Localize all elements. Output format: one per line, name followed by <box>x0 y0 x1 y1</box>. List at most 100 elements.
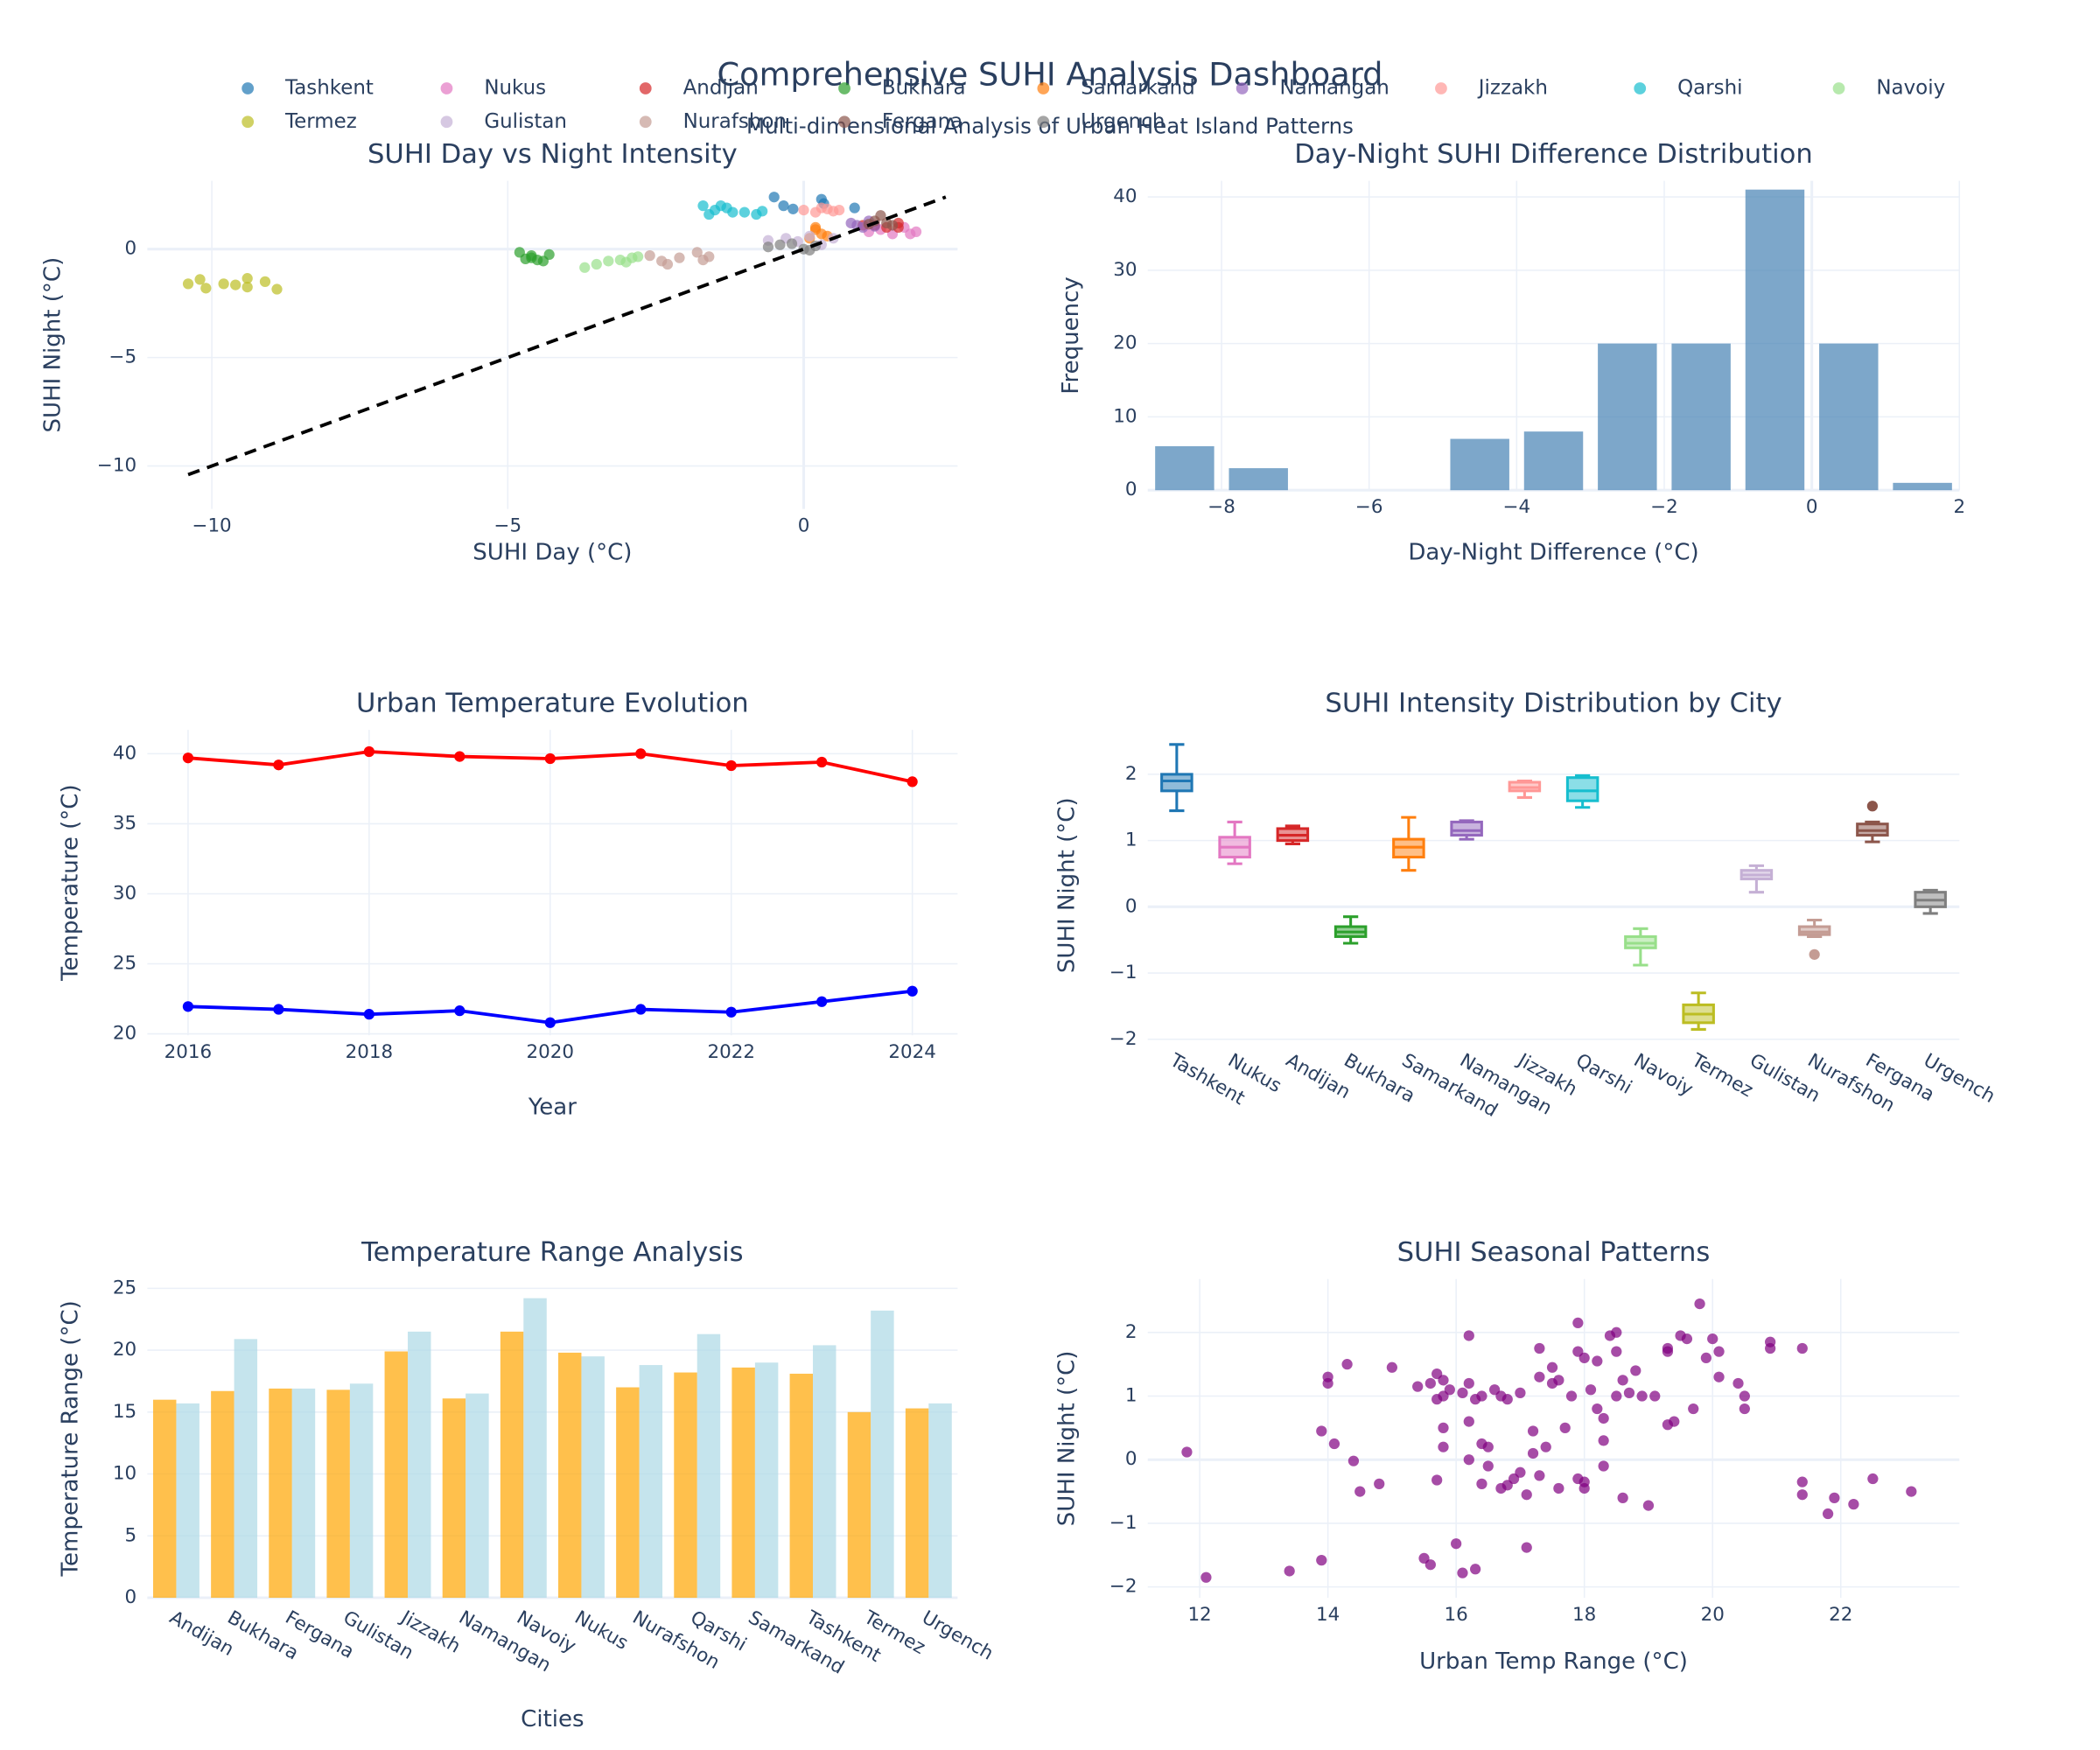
point <box>1476 1478 1488 1489</box>
legend-label: Navoiy <box>1876 77 1945 100</box>
point <box>200 283 212 294</box>
point <box>1739 1403 1750 1415</box>
point <box>1707 1333 1718 1345</box>
x-tick-label: −6 <box>1355 496 1383 518</box>
bar <box>500 1331 524 1599</box>
point <box>1482 1441 1494 1452</box>
bar <box>349 1383 374 1599</box>
point <box>1316 1554 1327 1566</box>
point <box>1424 1559 1436 1571</box>
y-tick-label: 20 <box>1113 332 1137 354</box>
point <box>1553 1375 1564 1386</box>
point <box>774 239 786 250</box>
point <box>1598 1435 1609 1446</box>
x-tick-label: 2020 <box>527 1041 574 1063</box>
y-tick-label: 1 <box>1125 1385 1138 1407</box>
y-tick-label: −1 <box>1110 962 1138 984</box>
line-point <box>454 751 466 762</box>
point <box>886 220 899 231</box>
line-point <box>725 760 737 772</box>
point <box>1617 1492 1628 1503</box>
legend-label: Nurafshon <box>683 110 787 133</box>
x-tick-label: Urgench <box>1920 1049 1998 1108</box>
point <box>738 206 750 218</box>
point <box>1540 1441 1551 1452</box>
point <box>656 256 668 267</box>
legend-marker <box>1435 82 1447 94</box>
subplot-title: SUHI Day vs Night Intensity <box>368 139 738 170</box>
point <box>1527 1447 1539 1460</box>
y-tick-label: 20 <box>113 1023 136 1045</box>
subplot-title: SUHI Intensity Distribution by City <box>1325 689 1782 719</box>
x-axis-label: Urban Temp Range (°C) <box>1419 1648 1688 1675</box>
bar <box>466 1393 489 1599</box>
point <box>1438 1422 1449 1433</box>
legend-marker <box>639 82 652 94</box>
y-tick-label: 40 <box>113 742 136 764</box>
x-tick-label: 12 <box>1187 1604 1211 1626</box>
x-tick-label: −4 <box>1503 496 1531 518</box>
point <box>1732 1377 1744 1390</box>
legend-marker <box>242 116 255 129</box>
legend-marker <box>242 82 255 94</box>
line-point <box>363 746 374 758</box>
bar <box>928 1403 952 1599</box>
point <box>1482 1460 1494 1472</box>
x-tick-label: 2016 <box>164 1041 212 1063</box>
point <box>1700 1352 1712 1364</box>
point <box>691 247 703 258</box>
line-point <box>725 1006 737 1018</box>
point <box>849 202 860 214</box>
point <box>1592 1355 1603 1367</box>
point <box>1424 1377 1436 1390</box>
legend-marker <box>1634 82 1647 94</box>
y-tick-label: 40 <box>1113 186 1137 207</box>
bar <box>789 1373 814 1599</box>
point <box>1412 1381 1424 1392</box>
histogram-bar <box>1893 482 1952 491</box>
point <box>259 276 271 288</box>
point <box>271 284 283 295</box>
y-tick-label: 1 <box>1125 830 1138 851</box>
legend-label: Andijan <box>683 77 759 100</box>
bar <box>639 1365 663 1599</box>
point <box>1623 1387 1635 1399</box>
line-point <box>544 1017 556 1028</box>
point <box>1572 1317 1584 1329</box>
line-point <box>363 1009 374 1020</box>
point <box>1444 1384 1455 1396</box>
point <box>230 279 242 290</box>
legend-label: Namangan <box>1279 77 1389 100</box>
legend-label: Fergana <box>882 110 962 133</box>
point <box>591 258 602 270</box>
legend-label: Nukus <box>484 77 546 100</box>
point <box>778 200 789 212</box>
y-tick-label: 0 <box>1125 479 1138 500</box>
point <box>1829 1492 1840 1503</box>
legend-label: Termez <box>284 110 357 133</box>
point <box>242 281 253 293</box>
point <box>1521 1542 1532 1553</box>
x-tick-label: Termez <box>1687 1049 1756 1102</box>
point <box>1649 1390 1661 1402</box>
line-point <box>906 776 918 788</box>
bar <box>152 1399 177 1599</box>
x-tick-label: −8 <box>1208 496 1236 518</box>
x-tick-label: −10 <box>192 515 232 537</box>
bar <box>384 1351 409 1599</box>
point <box>1848 1499 1859 1510</box>
y-tick-label: −1 <box>1110 1512 1138 1534</box>
point <box>1611 1390 1622 1402</box>
x-tick-label: 16 <box>1445 1604 1468 1626</box>
legend-label: Urgench <box>1081 110 1165 133</box>
dashboard-title: Comprehensive SUHI Analysis Dashboard <box>718 56 1383 94</box>
bar <box>176 1403 200 1599</box>
point <box>1316 1425 1327 1437</box>
point <box>644 250 655 262</box>
subplot-title: Temperature Range Analysis <box>360 1237 743 1268</box>
point <box>768 192 780 203</box>
point <box>1322 1371 1334 1382</box>
point <box>603 256 614 267</box>
bar <box>442 1398 466 1599</box>
